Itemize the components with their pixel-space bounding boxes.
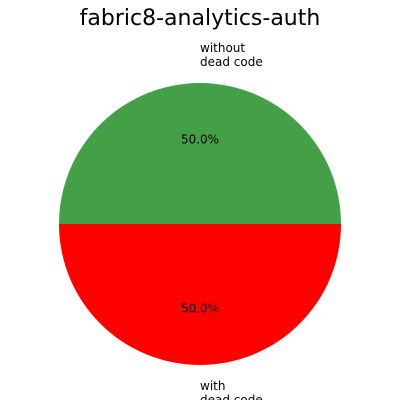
chart-title: fabric8-analytics-auth xyxy=(80,6,321,31)
pie-category-label-line: without xyxy=(200,41,245,55)
pie-pct-label-1: 50.0% xyxy=(181,302,219,316)
pie-slice-0 xyxy=(59,83,341,224)
pie-category-label-line: with xyxy=(200,379,225,393)
pie-category-label-0: without dead code xyxy=(200,41,263,69)
pie-pct-label-0: 50.0% xyxy=(181,132,219,146)
pie-category-label-line: dead code xyxy=(200,393,263,400)
pie-slice-1 xyxy=(59,224,341,365)
pie-category-label-1: withdead code xyxy=(200,379,263,400)
pie-slices xyxy=(59,83,341,365)
pie-category-label-line: dead code xyxy=(200,55,263,69)
